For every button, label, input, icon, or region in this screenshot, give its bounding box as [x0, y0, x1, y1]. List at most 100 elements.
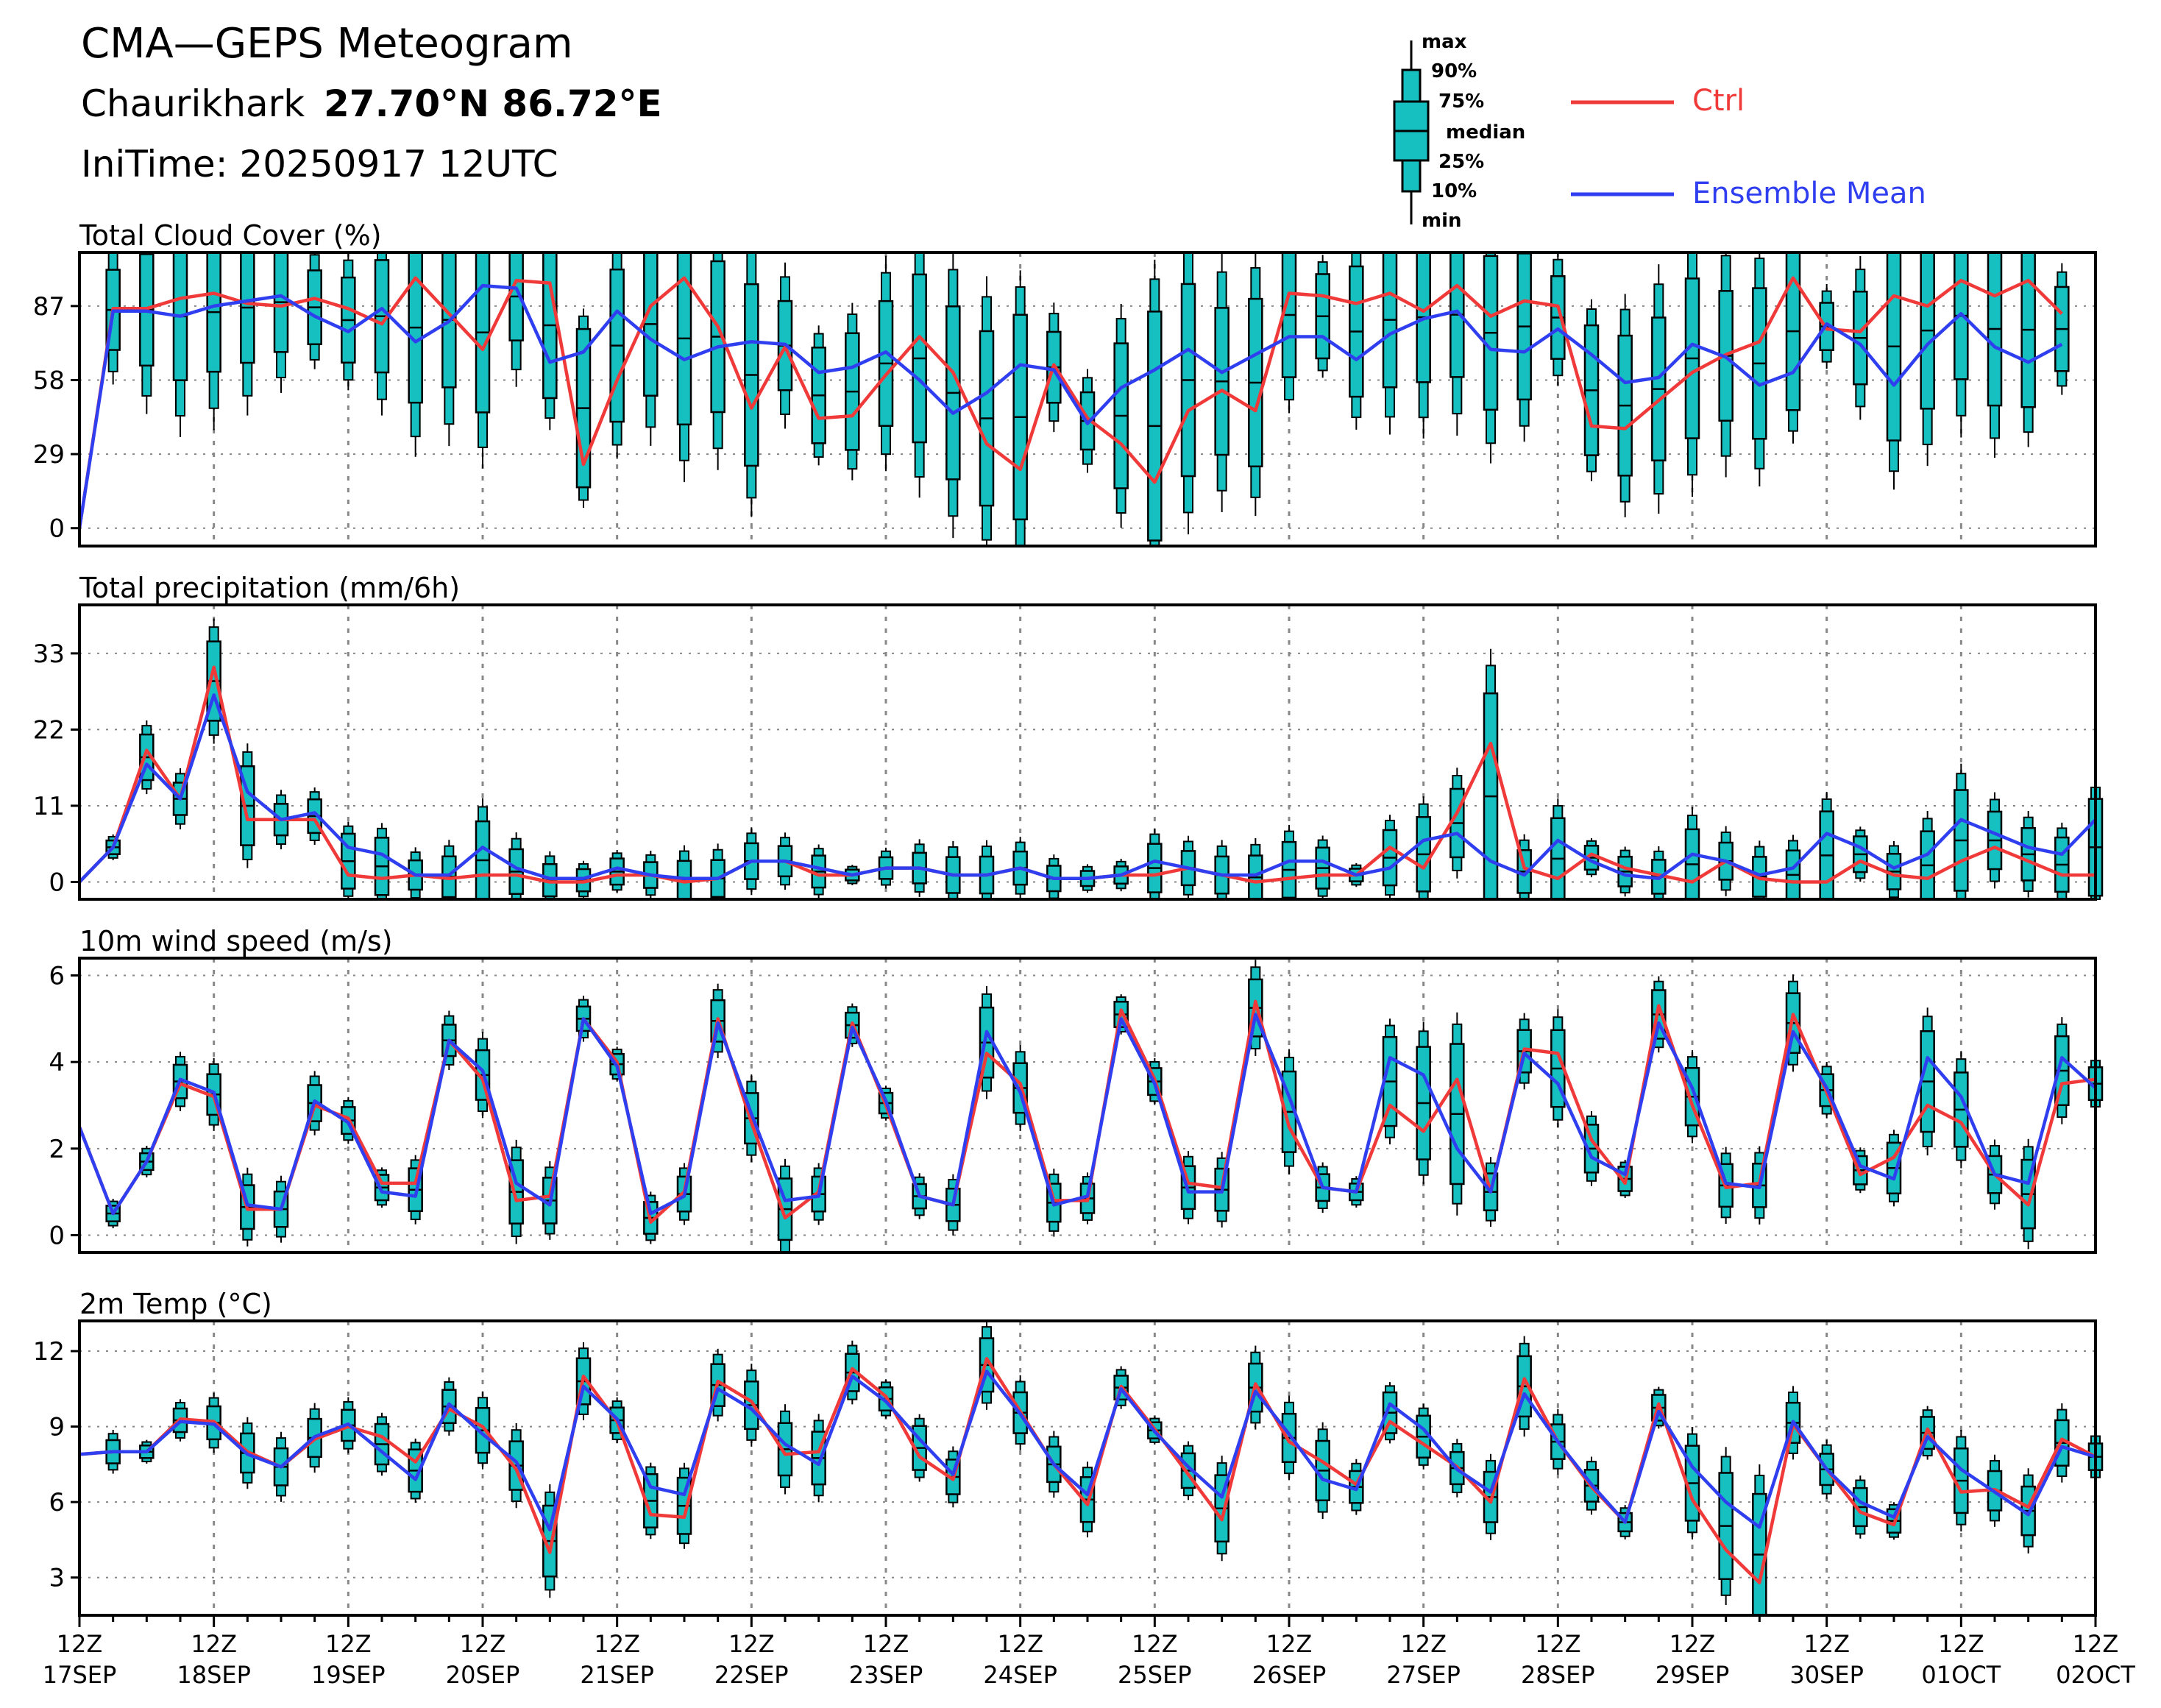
ensemble-box	[1214, 252, 1229, 512]
ensemble-box	[676, 1462, 692, 1549]
ensemble-box	[2054, 822, 2070, 900]
x-tick-date: 28SEP	[1521, 1661, 1595, 1689]
init-time: IniTime: 20250917 12UTC	[81, 143, 558, 185]
ensemble-box	[1416, 1021, 1431, 1185]
ensemble-box	[878, 255, 894, 472]
ensemble-box	[1516, 252, 1532, 442]
panel-1: Total Cloud Cover (%) 0 29 58 87	[33, 219, 2097, 548]
ensemble-box	[845, 302, 860, 481]
ensemble-box	[1483, 252, 1499, 464]
ensemble-box	[1449, 251, 1465, 436]
ctrl-line	[79, 1357, 2097, 1584]
panel-frame	[78, 603, 2097, 901]
ensemble-mean-line	[79, 1369, 2096, 1532]
panel-frame	[78, 957, 2097, 1254]
ensemble-box	[1651, 264, 1667, 514]
y-tick-label: 58	[33, 366, 65, 395]
ensemble-box	[710, 252, 725, 470]
ensemble-box	[139, 252, 155, 414]
x-tick-hour: 12Z	[728, 1630, 775, 1658]
x-tick-date: 02OCT	[2056, 1661, 2135, 1689]
x-tick-date: 30SEP	[1789, 1661, 1864, 1689]
x-tick-date: 20SEP	[446, 1661, 520, 1689]
ensemble-box	[374, 252, 390, 416]
x-tick-hour: 12Z	[1938, 1630, 1984, 1658]
ensemble-box	[508, 251, 524, 387]
ensemble-box	[1550, 252, 1566, 386]
ensemble-box	[945, 840, 961, 900]
chart-title: CMA—GEPS Meteogram	[81, 20, 573, 68]
ensemble-box	[1617, 846, 1633, 897]
ensemble-box	[1920, 1007, 1935, 1156]
ensemble-box	[1416, 796, 1431, 900]
ensemble-box	[1214, 840, 1229, 901]
ensemble-box	[777, 832, 793, 890]
x-tick-hour: 12Z	[1400, 1630, 1447, 1658]
ensemble-box	[1315, 255, 1330, 378]
x-tick-date: 17SEP	[43, 1661, 117, 1689]
y-tick-label: 9	[49, 1413, 65, 1442]
x-tick-date: 01OCT	[1921, 1661, 2001, 1689]
ensemble-box	[1987, 251, 2003, 458]
x-tick-date: 18SEP	[177, 1661, 251, 1689]
x-tick-hour: 12Z	[997, 1630, 1043, 1658]
y-tick-label: 6	[49, 1488, 65, 1517]
ensemble-box	[1248, 252, 1263, 517]
ensemble-box	[1113, 303, 1129, 528]
panel-2: Total precipitation (mm/6h) 0 11 22 33	[33, 572, 2104, 901]
ensemble-box	[1315, 1422, 1330, 1520]
ensemble-box	[341, 252, 356, 391]
y-tick-label: 22	[33, 715, 65, 745]
y-tick-label: 11	[33, 792, 65, 821]
ensemble-box	[1281, 1395, 1297, 1481]
ensemble-box	[1987, 792, 2003, 889]
y-tick-label: 6	[49, 962, 65, 991]
x-tick-hour: 12Z	[325, 1630, 372, 1658]
ensemble-box	[1752, 840, 1767, 900]
ensemble-box	[710, 843, 725, 900]
ensemble-box	[1416, 251, 1431, 439]
ensemble-mean-line	[77, 283, 2063, 529]
x-tick-hour: 12Z	[460, 1630, 506, 1658]
x-tick-hour: 12Z	[1132, 1630, 1178, 1658]
ensemble-box	[811, 1414, 826, 1503]
x-tick-date: 21SEP	[580, 1661, 654, 1689]
ensemble-box	[1752, 1464, 1767, 1617]
ensemble-box	[307, 252, 322, 369]
legend-label-10: 10%	[1431, 180, 1477, 202]
ensemble-box	[341, 821, 356, 899]
x-tick-hour: 12Z	[863, 1630, 909, 1658]
x-tick-date: 23SEP	[849, 1661, 923, 1689]
ensemble-box	[1214, 1456, 1229, 1562]
y-tick-label: 0	[49, 1221, 65, 1250]
ensemble-box	[1550, 798, 1566, 901]
ensemble-box	[1718, 1447, 1734, 1606]
ensemble-box	[475, 1391, 491, 1470]
ensemble-box	[240, 251, 255, 416]
x-tick-date: 27SEP	[1386, 1661, 1461, 1689]
y-tick-label: 0	[49, 514, 65, 544]
ctrl-line	[77, 276, 2063, 529]
legend-box-key: max 90% 75% median 25% 10% min	[1393, 31, 1525, 232]
x-tick-date: 25SEP	[1118, 1661, 1192, 1689]
ensemble-box	[979, 840, 995, 900]
ensemble-box	[172, 251, 188, 437]
y-tick-label: 33	[33, 639, 65, 669]
panel-title: Total Cloud Cover (%)	[79, 219, 382, 252]
ensemble-box	[1920, 251, 1935, 467]
legend-label-25: 25%	[1438, 151, 1484, 173]
panel-3: 10m wind speed (m/s) 0 2 4 6	[49, 925, 2104, 1254]
x-tick-hour: 12Z	[1803, 1630, 1850, 1658]
ensemble-mean-line	[77, 1013, 2097, 1216]
x-tick-hour: 12Z	[594, 1630, 640, 1658]
x-tick-hour: 12Z	[1669, 1630, 1716, 1658]
ensemble-box	[1046, 1431, 1062, 1498]
ensemble-box	[1954, 763, 1969, 900]
ensemble-box	[1752, 252, 1767, 487]
y-tick-label: 3	[49, 1564, 65, 1593]
ensemble-box	[1012, 270, 1028, 547]
ensemble-box	[1147, 259, 1163, 547]
ensemble-box	[1180, 252, 1196, 535]
